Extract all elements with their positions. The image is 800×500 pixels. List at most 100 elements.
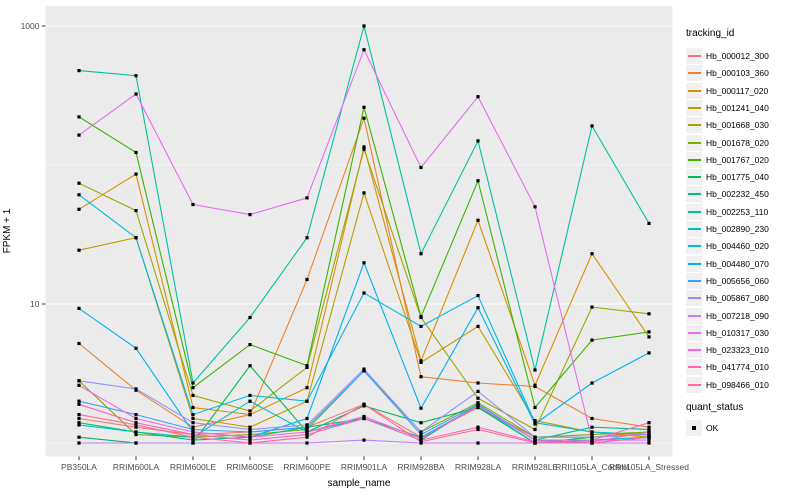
- legend-item-Hb_007218_090: Hb_007218_090: [686, 307, 769, 324]
- data-point: [590, 438, 594, 442]
- legend-item-label: Hb_004460_020: [706, 241, 769, 252]
- data-point: [248, 435, 252, 439]
- data-point: [419, 436, 423, 440]
- data-point: [590, 416, 594, 421]
- legend-key-swatch: [686, 290, 702, 307]
- legend-key-swatch: [686, 65, 702, 82]
- legend-key-swatch: [686, 376, 702, 393]
- data-point: [476, 306, 480, 310]
- x-tick-label: RRII105LA_Stressed: [609, 462, 689, 472]
- legend-color-line-icon: [687, 349, 701, 352]
- data-point: [191, 427, 195, 432]
- data-point: [77, 435, 81, 439]
- data-point: [134, 425, 138, 429]
- data-point: [248, 409, 252, 413]
- data-point: [134, 413, 138, 417]
- x-tick-label: RRIM928LA: [454, 462, 502, 472]
- data-point: [590, 441, 594, 445]
- data-point: [419, 430, 423, 434]
- panel-background: [45, 6, 673, 457]
- data-point: [647, 421, 651, 425]
- data-point: [77, 416, 81, 421]
- data-point: [248, 413, 252, 417]
- data-point: [134, 421, 138, 425]
- legend-item-Hb_002232_450: Hb_002232_450: [686, 186, 769, 203]
- data-point: [248, 343, 252, 347]
- legend-item-Hb_001767_020: Hb_001767_020: [686, 151, 769, 168]
- data-point: [77, 207, 81, 211]
- legend-color-line-icon: [687, 89, 701, 92]
- quant-ok-label: OK: [706, 423, 719, 433]
- data-point: [191, 416, 195, 421]
- data-point: [590, 430, 594, 434]
- legend-key-swatch: [686, 203, 702, 220]
- data-point: [77, 423, 81, 427]
- legend-key-swatch: [686, 117, 702, 134]
- data-point: [533, 427, 537, 432]
- tracking-id-legend: tracking_id Hb_000012_300 Hb_000103_360 Hb…: [686, 28, 800, 393]
- legend-color-line-icon: [687, 106, 701, 109]
- data-point: [476, 427, 480, 432]
- x-tick-label: RRIM600SE: [226, 462, 274, 472]
- data-point: [362, 48, 366, 52]
- legend-item-label: Hb_098466_010: [706, 379, 769, 390]
- legend-color-line-icon: [687, 176, 701, 179]
- data-point: [134, 172, 138, 176]
- data-point: [476, 389, 480, 393]
- x-tick-label: RRIM600LE: [169, 462, 217, 472]
- legend-key-swatch: [686, 272, 702, 289]
- x-tick-label: PB350LA: [61, 462, 97, 472]
- legend-title-tracking-id: tracking_id: [686, 28, 735, 39]
- data-point: [77, 341, 81, 346]
- legend-item-Hb_001678_020: Hb_001678_020: [686, 134, 769, 151]
- data-point: [248, 441, 252, 445]
- legend-key-swatch: [686, 221, 702, 237]
- data-point: [191, 438, 195, 442]
- legend-key-swatch: [686, 359, 702, 376]
- legend-key-swatch: [686, 82, 702, 99]
- data-point: [419, 440, 423, 444]
- data-point: [305, 416, 309, 421]
- data-point: [191, 441, 195, 445]
- y-tick-label: 10: [30, 299, 40, 309]
- data-point: [191, 425, 195, 429]
- data-point: [590, 305, 594, 309]
- data-point: [305, 399, 309, 403]
- x-tick-label: RRIM600PE: [283, 462, 331, 472]
- legend-title-quant-status: quant_status: [686, 402, 744, 413]
- data-point: [248, 399, 252, 403]
- legend-item-label: Hb_002890_230: [706, 224, 769, 234]
- data-point: [590, 381, 594, 385]
- data-point: [77, 133, 81, 137]
- legend-color-line-icon: [687, 245, 701, 248]
- legend-color-line-icon: [687, 124, 701, 127]
- data-point: [590, 124, 594, 128]
- data-point: [647, 330, 651, 334]
- data-point: [476, 396, 480, 400]
- data-point: [476, 95, 480, 99]
- data-point: [305, 423, 309, 427]
- legend-color-line-icon: [687, 279, 701, 282]
- data-point: [590, 433, 594, 437]
- data-point: [590, 435, 594, 439]
- data-point: [647, 427, 651, 432]
- x-axis-title: sample_name: [327, 478, 391, 489]
- data-point: [305, 196, 309, 200]
- data-point: [248, 315, 252, 320]
- legend-item-label: Hb_004480_070: [706, 258, 769, 269]
- data-point: [305, 427, 309, 432]
- data-point: [77, 181, 81, 185]
- data-point: [305, 435, 309, 439]
- data-point: [362, 147, 366, 151]
- data-point: [362, 105, 366, 109]
- data-point: [533, 419, 537, 423]
- data-point: [419, 252, 423, 256]
- data-point: [362, 116, 366, 120]
- data-point: [647, 430, 651, 434]
- data-point: [77, 306, 81, 310]
- data-point: [77, 399, 81, 403]
- legend-key-swatch: [686, 307, 702, 324]
- data-point: [248, 213, 252, 217]
- legend-item-label: Hb_002232_450: [706, 189, 769, 200]
- data-point: [134, 441, 138, 445]
